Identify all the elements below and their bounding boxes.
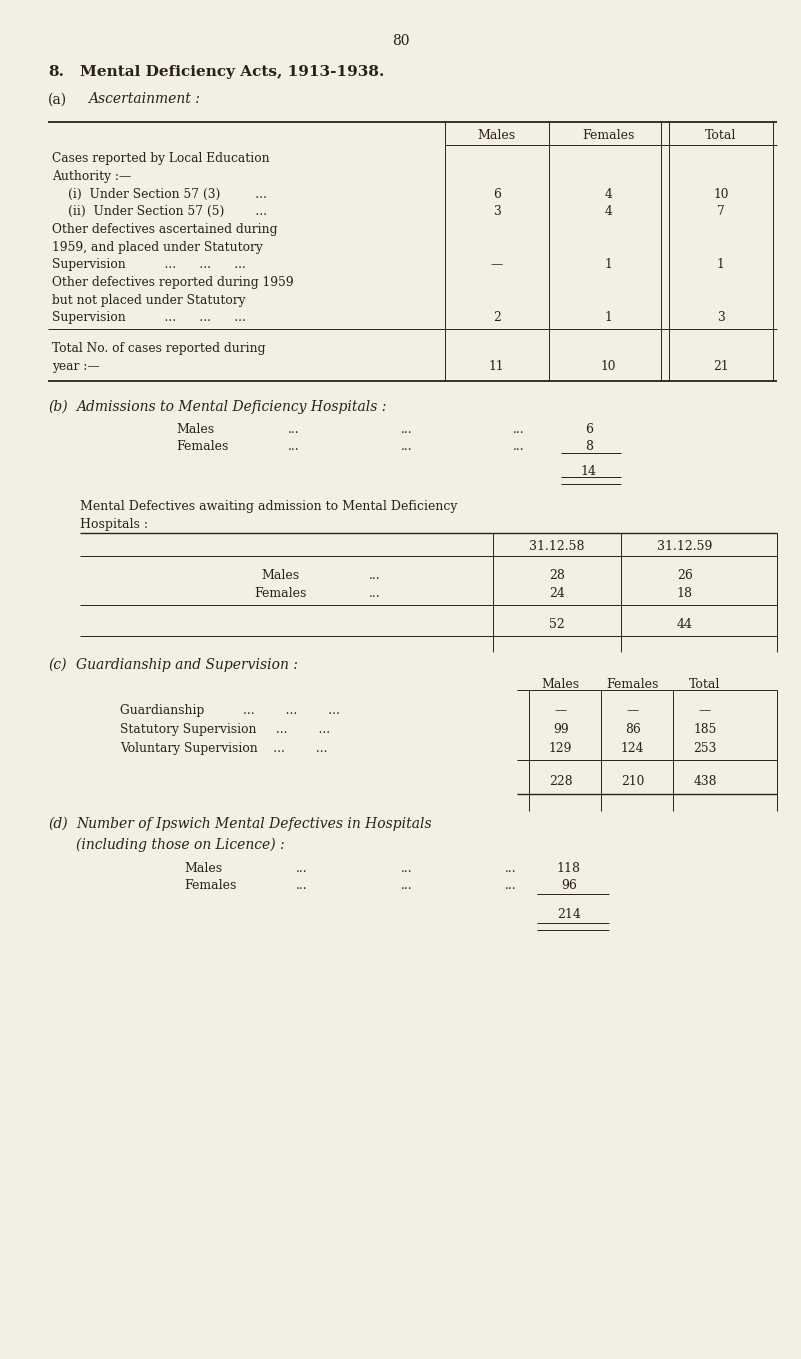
Text: —: — (698, 704, 711, 718)
Text: Hospitals :: Hospitals : (80, 518, 148, 531)
Text: —: — (490, 258, 503, 272)
Text: ...: ... (368, 569, 380, 583)
Text: (b): (b) (48, 400, 68, 413)
Text: Voluntary Supervision    ...        ...: Voluntary Supervision ... ... (120, 742, 328, 756)
Text: Statutory Supervision     ...        ...: Statutory Supervision ... ... (120, 723, 330, 737)
Text: —: — (554, 704, 567, 718)
Text: 18: 18 (677, 587, 693, 601)
Text: Total No. of cases reported during: Total No. of cases reported during (52, 342, 266, 356)
Text: 214: 214 (557, 908, 581, 921)
Text: Males: Males (184, 862, 223, 875)
Text: 1: 1 (605, 258, 613, 272)
Text: 124: 124 (621, 742, 645, 756)
Text: (including those on Licence) :: (including those on Licence) : (76, 837, 284, 852)
Text: Males: Males (541, 678, 580, 692)
Text: 31.12.58: 31.12.58 (529, 540, 585, 553)
Text: ...: ... (296, 862, 308, 875)
Text: ...: ... (288, 440, 300, 454)
Text: 1: 1 (605, 311, 613, 325)
Text: 10: 10 (601, 360, 617, 374)
Text: 24: 24 (549, 587, 565, 601)
Text: 10: 10 (713, 188, 729, 201)
Text: 28: 28 (549, 569, 565, 583)
Text: (a): (a) (48, 92, 67, 106)
Text: (d): (d) (48, 817, 68, 830)
Text: 6: 6 (585, 423, 593, 436)
Text: Females: Females (184, 879, 236, 893)
Text: 31.12.59: 31.12.59 (657, 540, 713, 553)
Text: Supervision          ...      ...      ...: Supervision ... ... ... (52, 258, 246, 272)
Text: 11: 11 (489, 360, 505, 374)
Text: ...: ... (368, 587, 380, 601)
Text: ...: ... (288, 423, 300, 436)
Text: 129: 129 (549, 742, 573, 756)
Text: 3: 3 (717, 311, 725, 325)
Text: Supervision          ...      ...      ...: Supervision ... ... ... (52, 311, 246, 325)
Text: Ascertainment :: Ascertainment : (88, 92, 200, 106)
Text: 1959, and placed under Statutory: 1959, and placed under Statutory (52, 241, 263, 254)
Text: ...: ... (513, 423, 525, 436)
Text: Other defectives reported during 1959: Other defectives reported during 1959 (52, 276, 294, 289)
Text: 14: 14 (581, 465, 597, 478)
Text: 3: 3 (493, 205, 501, 219)
Text: ...: ... (400, 440, 413, 454)
Text: 185: 185 (693, 723, 717, 737)
Text: 4: 4 (605, 188, 613, 201)
Text: Authority :—: Authority :— (52, 170, 131, 183)
Text: Total: Total (689, 678, 721, 692)
Text: 86: 86 (625, 723, 641, 737)
Text: 7: 7 (717, 205, 725, 219)
Text: 26: 26 (677, 569, 693, 583)
Text: 210: 210 (621, 775, 645, 788)
Text: (ii)  Under Section 57 (5)        ...: (ii) Under Section 57 (5) ... (68, 205, 267, 219)
Text: but not placed under Statutory: but not placed under Statutory (52, 294, 246, 307)
Text: Females: Females (254, 587, 307, 601)
Text: ...: ... (400, 862, 413, 875)
Text: 52: 52 (549, 618, 565, 632)
Text: Males: Males (261, 569, 300, 583)
Text: 8: 8 (585, 440, 593, 454)
Text: (i)  Under Section 57 (3)         ...: (i) Under Section 57 (3) ... (68, 188, 267, 201)
Text: ...: ... (400, 879, 413, 893)
Text: 99: 99 (553, 723, 569, 737)
Text: Cases reported by Local Education: Cases reported by Local Education (52, 152, 270, 166)
Text: 438: 438 (693, 775, 717, 788)
Text: Females: Females (606, 678, 659, 692)
Text: ...: ... (505, 879, 517, 893)
Text: 6: 6 (493, 188, 501, 201)
Text: Males: Males (176, 423, 215, 436)
Text: 253: 253 (693, 742, 717, 756)
Text: Other defectives ascertained during: Other defectives ascertained during (52, 223, 278, 236)
Text: year :—: year :— (52, 360, 99, 374)
Text: 96: 96 (561, 879, 577, 893)
Text: 4: 4 (605, 205, 613, 219)
Text: Admissions to Mental Deficiency Hospitals :: Admissions to Mental Deficiency Hospital… (76, 400, 386, 413)
Text: Number of Ipswich Mental Defectives in Hospitals: Number of Ipswich Mental Defectives in H… (76, 817, 432, 830)
Text: (c): (c) (48, 658, 66, 671)
Text: —: — (626, 704, 639, 718)
Text: 8.: 8. (48, 65, 64, 79)
Text: Males: Males (477, 129, 516, 143)
Text: Females: Females (176, 440, 228, 454)
Text: 21: 21 (713, 360, 729, 374)
Text: Guardianship          ...        ...        ...: Guardianship ... ... ... (120, 704, 340, 718)
Text: 44: 44 (677, 618, 693, 632)
Text: Mental Deficiency Acts, 1913-1938.: Mental Deficiency Acts, 1913-1938. (80, 65, 384, 79)
Text: ...: ... (513, 440, 525, 454)
Text: ...: ... (505, 862, 517, 875)
Text: 2: 2 (493, 311, 501, 325)
Text: 228: 228 (549, 775, 573, 788)
Text: ...: ... (400, 423, 413, 436)
Text: Mental Defectives awaiting admission to Mental Deficiency: Mental Defectives awaiting admission to … (80, 500, 457, 514)
Text: Females: Females (582, 129, 635, 143)
Text: 80: 80 (392, 34, 409, 48)
Text: Total: Total (705, 129, 737, 143)
Text: Guardianship and Supervision :: Guardianship and Supervision : (76, 658, 298, 671)
Text: ...: ... (296, 879, 308, 893)
Text: 1: 1 (717, 258, 725, 272)
Text: 118: 118 (557, 862, 581, 875)
